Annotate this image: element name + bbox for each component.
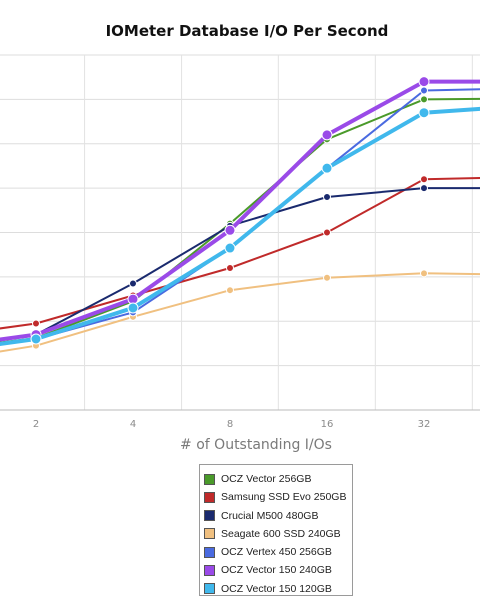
- legend-label: OCZ Vector 150 120GB: [221, 582, 332, 595]
- data-point: [418, 76, 430, 88]
- chart-title: IOMeter Database I/O Per Second: [106, 22, 389, 40]
- legend-swatch: [204, 473, 215, 485]
- legend-swatch: [204, 583, 215, 595]
- series-layer: [0, 76, 480, 353]
- data-point: [226, 286, 234, 295]
- data-point: [321, 162, 333, 174]
- data-point: [420, 269, 428, 278]
- x-tick-label: 2: [33, 419, 39, 430]
- series-6: [0, 106, 480, 346]
- tick-layer: 2 4 8 16 32: [33, 419, 431, 430]
- legend-swatch: [204, 528, 215, 540]
- legend-label: Crucial M500 480GB: [221, 509, 319, 522]
- legend-item: Seagate 600 SSD 240GB: [204, 525, 352, 543]
- data-point: [323, 228, 331, 237]
- legend-label: Seagate 600 SSD 240GB: [221, 527, 341, 540]
- x-tick-label: 16: [321, 419, 334, 430]
- legend-item: OCZ Vertex 450 256GB: [204, 543, 352, 561]
- data-point: [420, 184, 428, 193]
- data-point: [32, 319, 40, 328]
- x-axis-label: # of Outstanding I/Os: [180, 437, 332, 453]
- data-point: [224, 224, 236, 236]
- legend-item: OCZ Vector 256GB: [204, 470, 352, 488]
- data-point: [321, 129, 333, 141]
- data-point: [418, 107, 430, 119]
- legend-item: OCZ Vector 150 120GB: [204, 580, 352, 598]
- legend: OCZ Vector 256GB Samsung SSD Evo 250GB Cru…: [199, 464, 353, 596]
- data-point: [226, 264, 234, 272]
- legend-item: Samsung SSD Evo 250GB: [204, 488, 352, 506]
- data-point: [224, 242, 236, 254]
- legend-swatch: [204, 546, 215, 558]
- legend-swatch: [204, 491, 215, 503]
- x-tick-label: 4: [130, 419, 136, 430]
- data-point: [127, 302, 139, 314]
- legend-label: OCZ Vertex 450 256GB: [221, 546, 332, 559]
- data-point: [129, 279, 137, 288]
- legend-label: OCZ Vector 150 240GB: [221, 564, 332, 577]
- data-point: [420, 86, 428, 95]
- data-point: [420, 175, 428, 184]
- data-point: [323, 193, 331, 201]
- legend-label: OCZ Vector 256GB: [221, 473, 312, 485]
- data-point: [420, 95, 428, 104]
- legend-item: OCZ Vector 150 240GB: [204, 561, 352, 579]
- series-3: [0, 269, 480, 353]
- data-point: [323, 273, 331, 282]
- legend-item: Crucial M500 480GB: [204, 507, 352, 525]
- data-point: [30, 333, 42, 345]
- x-tick-label: 32: [418, 419, 431, 430]
- x-tick-label: 8: [227, 419, 233, 430]
- legend-swatch: [204, 564, 215, 576]
- legend-label: Samsung SSD Evo 250GB: [221, 491, 347, 504]
- legend-swatch: [204, 510, 215, 522]
